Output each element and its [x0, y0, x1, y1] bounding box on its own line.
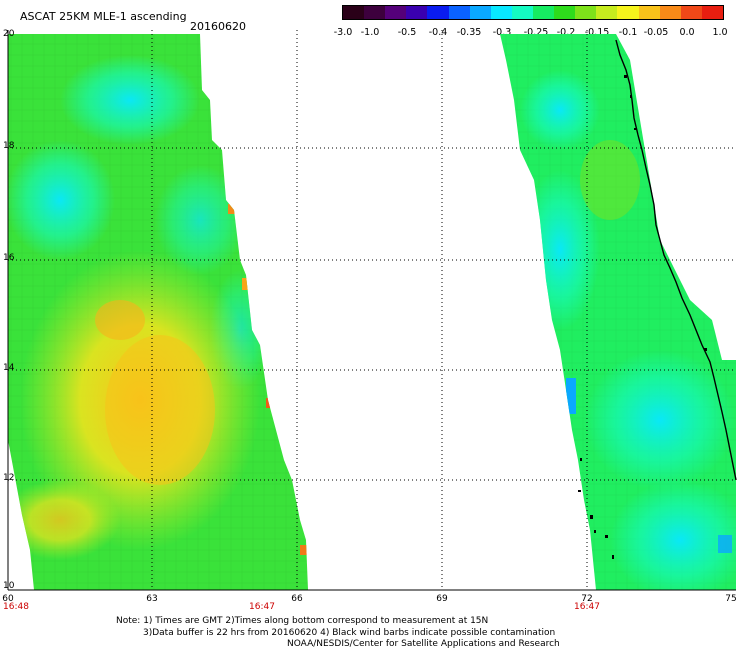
lat-label-16: 16 — [3, 253, 15, 263]
colorbar-swatch — [490, 6, 512, 19]
lat-label-14: 14 — [3, 363, 15, 373]
colorbar-swatch — [638, 6, 660, 19]
time-label-mid: 16:47 — [249, 602, 275, 612]
colorbar-swatch — [364, 6, 386, 19]
lon-label-69: 69 — [436, 594, 448, 604]
lon-label-75: 75 — [725, 594, 737, 604]
colorbar-swatch — [596, 6, 618, 19]
colorbar-tick-label: -0.3 — [492, 27, 512, 38]
colorbar-tick-label: -0.05 — [643, 27, 669, 38]
colorbar-swatch — [448, 6, 470, 19]
colorbar-tick-label: -0.5 — [397, 27, 417, 38]
colorbar-swatch — [575, 6, 597, 19]
colorbar-tick-label: -0.4 — [428, 27, 448, 38]
lat-label-10: 10 — [3, 581, 15, 591]
coastal-islands — [578, 75, 707, 559]
lon-label-72: 72 — [581, 594, 593, 604]
lat-label-18: 18 — [3, 141, 15, 151]
lon-label-66: 66 — [291, 594, 303, 604]
right-swath — [500, 34, 736, 590]
colorbar-tick-label: -0.1 — [618, 27, 638, 38]
colorbar-tick-label: -0.2 — [556, 27, 576, 38]
colorbar-swatch — [680, 6, 702, 19]
lat-label-12: 12 — [3, 473, 15, 483]
product-date: 20160620 — [190, 20, 246, 33]
map-frame — [7, 30, 736, 591]
lon-label-63: 63 — [146, 594, 158, 604]
colorbar-tick-labels: -3.0 -1.0 -0.5 -0.4 -0.35 -0.3 -0.25 -0.2 -0.15-… — [330, 27, 735, 39]
time-label-right: 16:47 — [574, 602, 600, 612]
note-line-1: Note: 1) Times are GMT 2)Times along bot… — [116, 616, 489, 626]
note-line-2: 3)Data buffer is 22 hrs from 20160620 4)… — [143, 628, 556, 638]
colorbar-tick-label: -0.35 — [456, 27, 482, 38]
lon-label-60: 60 — [2, 594, 14, 604]
colorbar-swatch — [659, 6, 681, 19]
colorbar-swatch — [532, 6, 555, 19]
colorbar-tick-label: 0.0 — [679, 27, 695, 38]
lat-label-20: 20 — [3, 29, 15, 39]
colorbar-swatch — [406, 6, 428, 19]
colorbar-swatch — [343, 6, 365, 19]
colorbar-tick-label: 1.0 — [712, 27, 728, 38]
time-label-left: 16:48 — [3, 602, 29, 612]
colorbar-swatch — [385, 6, 407, 19]
grid-lines — [8, 30, 736, 590]
left-swath — [8, 34, 308, 590]
colorbar-swatch — [511, 6, 533, 19]
colorbar-swatch — [554, 6, 576, 19]
colorbar-swatch — [469, 6, 491, 19]
colorbar-tick-label: -0.15 — [584, 27, 610, 38]
colorbar-swatch — [617, 6, 639, 19]
colorbar-swatch — [701, 6, 723, 19]
colorbar-swatch — [427, 6, 449, 19]
product-title: ASCAT 25KM MLE-1 ascending — [20, 10, 187, 23]
note-line-3: NOAA/NESDIS/Center for Satellite Applica… — [287, 639, 560, 649]
coastline — [615, 39, 737, 481]
colorbar-tick-label: -3.0 — [333, 27, 353, 38]
colorbar-tick-label: -1.0 — [360, 27, 380, 38]
colorbar-tick-label: -0.25 — [523, 27, 549, 38]
colorbar — [342, 5, 724, 20]
